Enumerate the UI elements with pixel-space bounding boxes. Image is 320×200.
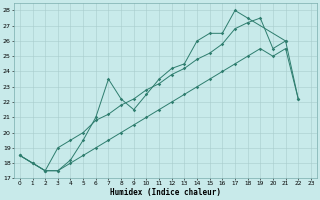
- X-axis label: Humidex (Indice chaleur): Humidex (Indice chaleur): [110, 188, 221, 197]
